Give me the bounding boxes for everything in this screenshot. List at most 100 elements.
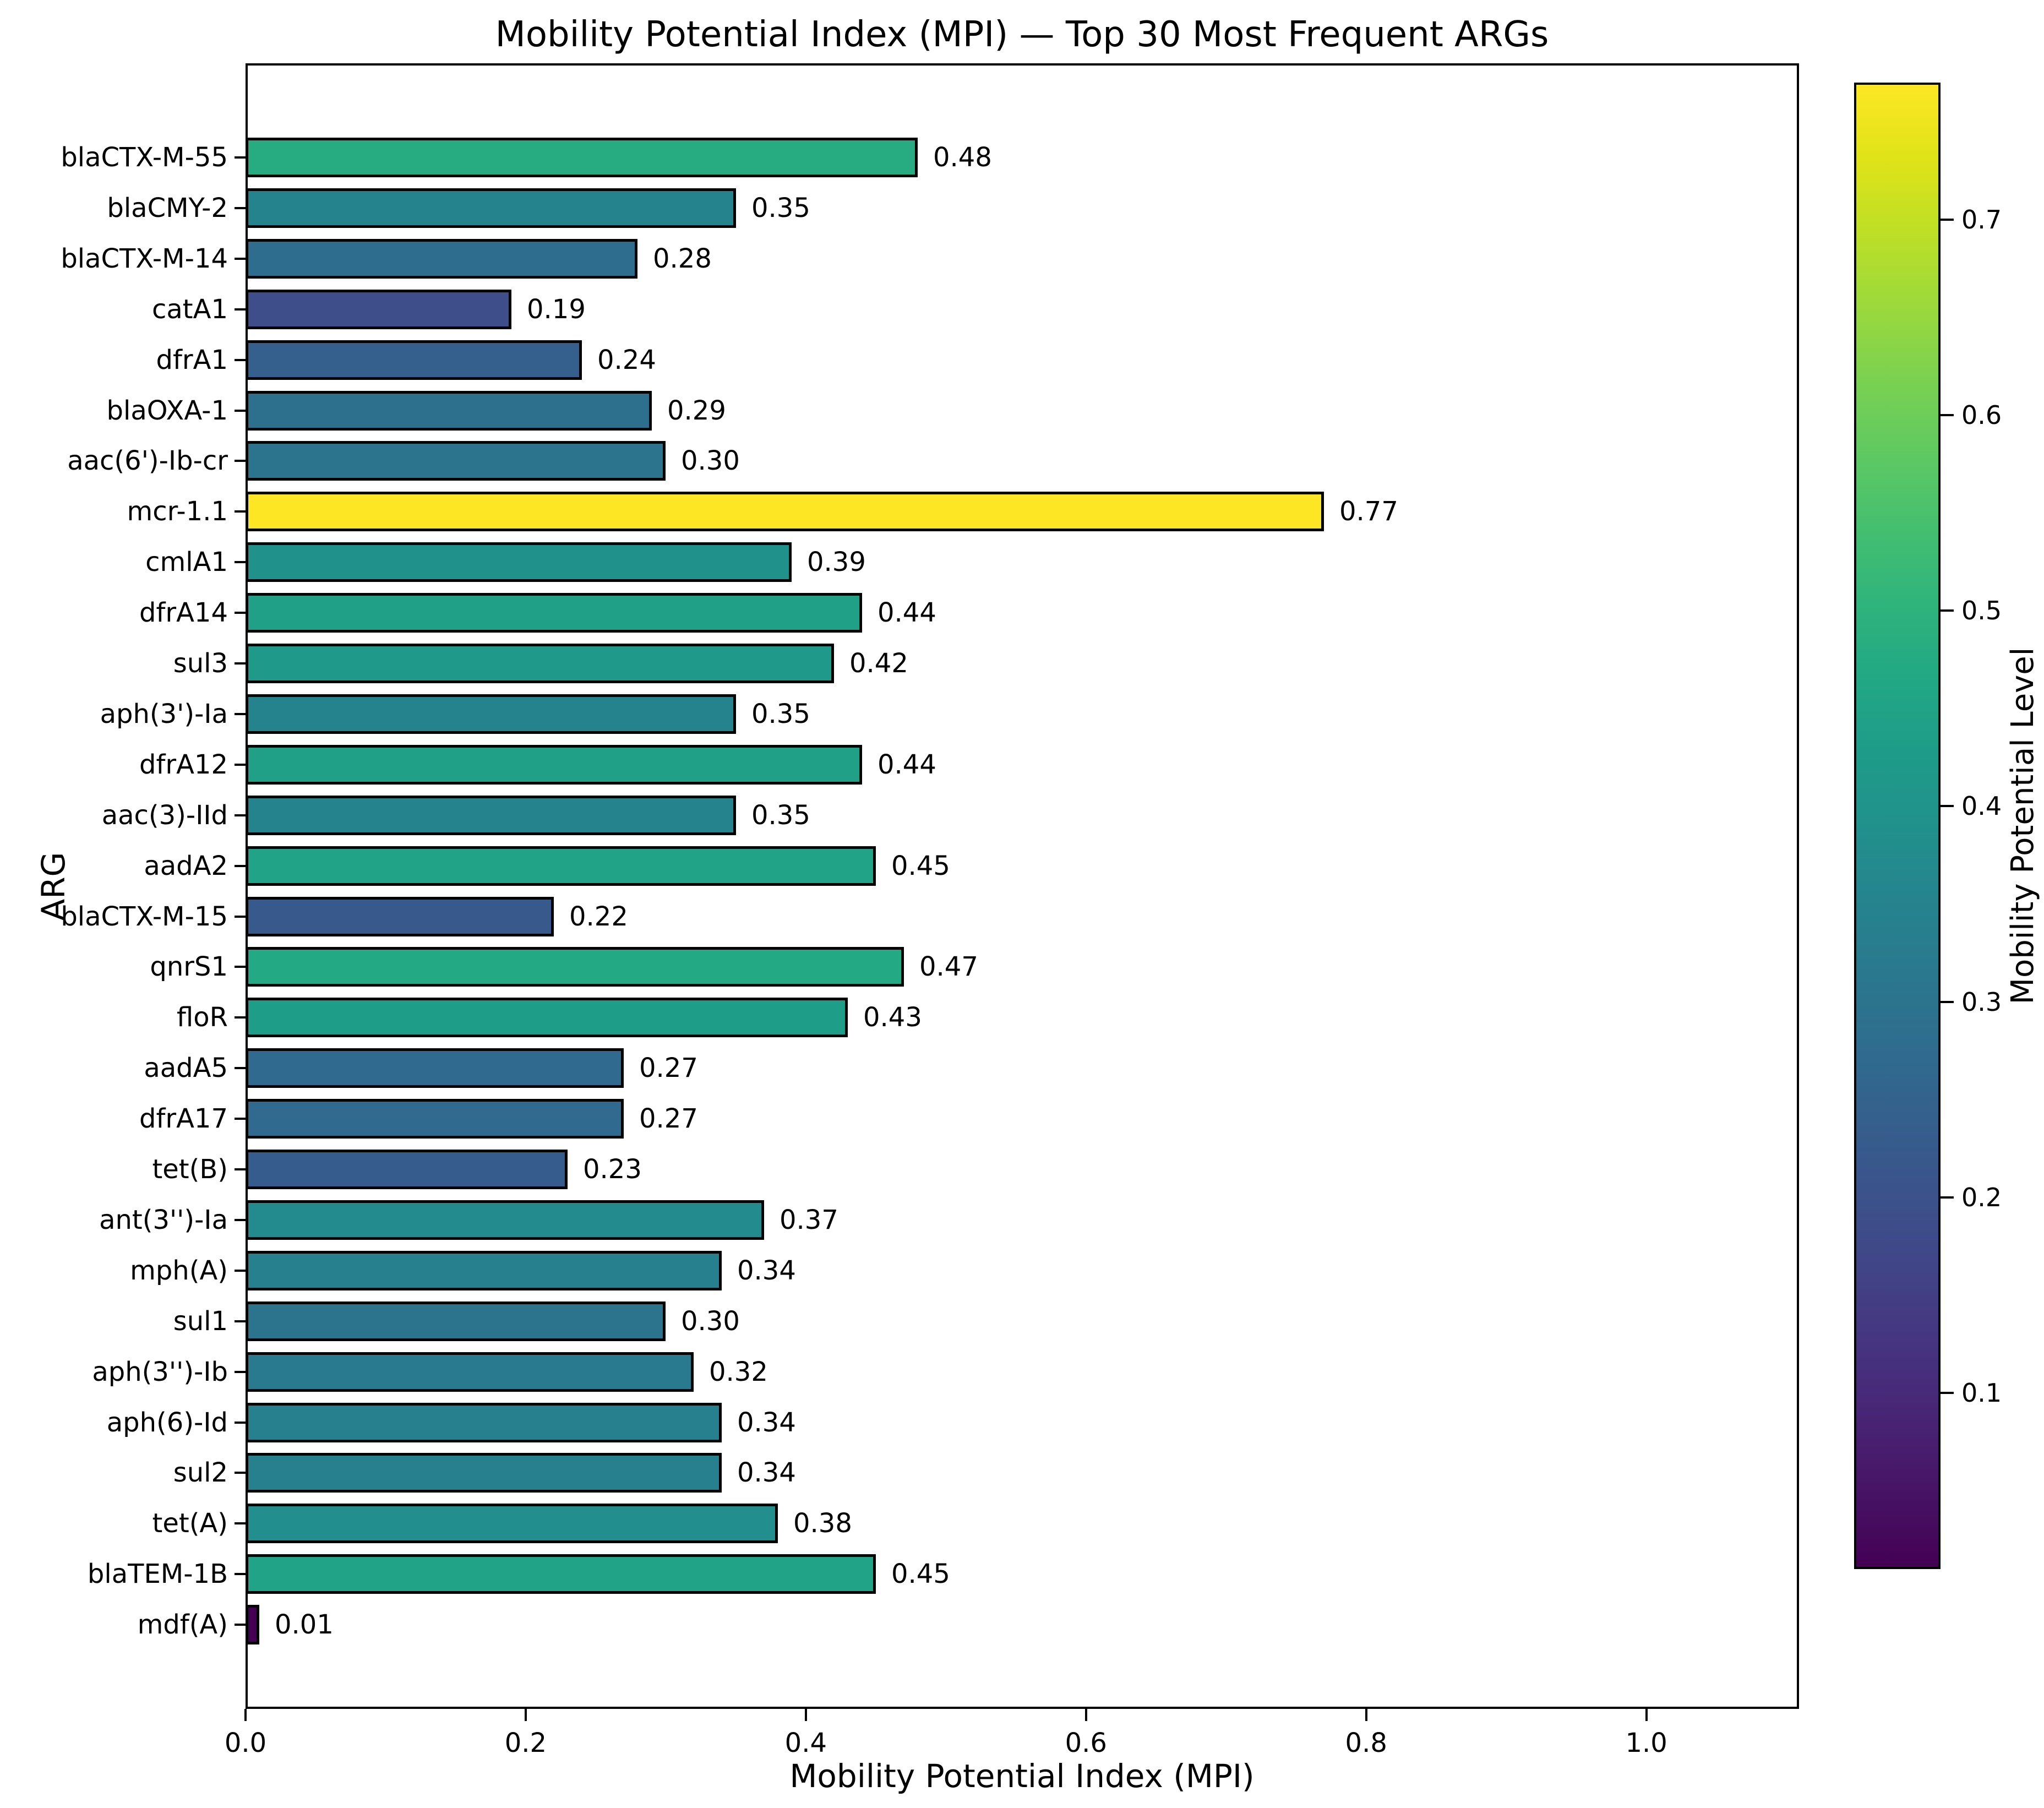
bar-value-label: 0.37 xyxy=(780,1205,838,1235)
bar-value-label: 0.39 xyxy=(807,547,866,578)
y-tick-mark xyxy=(235,510,246,513)
horizontal-bar xyxy=(246,1403,722,1442)
horizontal-bar xyxy=(246,694,736,734)
colorbar-tick-mark xyxy=(1941,218,1954,221)
y-tick-label: sul1 xyxy=(173,1306,228,1337)
y-tick-label: floR xyxy=(177,1002,228,1033)
horizontal-bar xyxy=(246,947,904,987)
y-tick-label: mdf(A) xyxy=(137,1609,228,1640)
y-tick-mark xyxy=(235,1016,246,1019)
colorbar-label: Mobility Potential Level xyxy=(2005,647,2041,1005)
horizontal-bar xyxy=(246,1301,666,1341)
colorbar-gradient xyxy=(1854,83,1941,1569)
bar-value-label: 0.27 xyxy=(639,1053,698,1083)
y-tick-mark xyxy=(235,1067,246,1069)
y-tick-label: blaCTX-M-15 xyxy=(61,901,228,932)
y-tick-label: aadA5 xyxy=(144,1053,228,1083)
y-tick-mark xyxy=(235,1573,246,1575)
horizontal-bar xyxy=(246,1605,259,1644)
y-tick-mark xyxy=(235,1472,246,1474)
horizontal-bar xyxy=(246,542,792,582)
horizontal-bar xyxy=(246,441,666,481)
y-tick-label: blaCTX-M-14 xyxy=(61,243,228,274)
y-tick-label: aph(3'')-Ib xyxy=(92,1357,228,1387)
horizontal-bar xyxy=(246,290,511,329)
bar-value-label: 0.28 xyxy=(653,243,712,274)
y-tick-label: qnrS1 xyxy=(150,951,228,982)
y-tick-mark xyxy=(235,764,246,766)
x-tick-label: 0.8 xyxy=(1345,1728,1387,1758)
bar-value-label: 0.45 xyxy=(891,851,950,881)
y-tick-mark xyxy=(235,1624,246,1626)
bar-value-label: 0.30 xyxy=(681,445,740,476)
x-tick-mark xyxy=(1084,1709,1087,1721)
y-tick-label: catA1 xyxy=(152,294,228,325)
y-tick-mark xyxy=(235,1522,246,1524)
horizontal-bar xyxy=(246,745,862,785)
y-tick-label: aadA2 xyxy=(144,851,228,881)
colorbar-tick-label: 0.3 xyxy=(1961,987,2002,1017)
y-tick-label: tet(B) xyxy=(152,1154,228,1185)
horizontal-bar xyxy=(246,998,848,1037)
y-tick-label: cmlA1 xyxy=(145,547,228,578)
colorbar-tick-label: 0.7 xyxy=(1961,204,2002,235)
horizontal-bar xyxy=(246,644,834,683)
bar-value-label: 0.42 xyxy=(849,648,908,679)
bar-value-label: 0.32 xyxy=(709,1357,768,1387)
y-tick-mark xyxy=(235,865,246,867)
bar-value-label: 0.34 xyxy=(737,1457,796,1488)
horizontal-bar xyxy=(246,1099,624,1139)
y-tick-label: sul3 xyxy=(173,648,228,679)
bar-value-label: 0.77 xyxy=(1339,496,1398,527)
x-tick-mark xyxy=(1645,1709,1648,1721)
y-tick-label: dfrA17 xyxy=(139,1103,228,1134)
bar-value-label: 0.29 xyxy=(667,395,726,426)
y-tick-label: tet(A) xyxy=(152,1508,228,1539)
bar-value-label: 0.27 xyxy=(639,1103,698,1134)
colorbar-tick-mark xyxy=(1941,805,1954,808)
y-tick-mark xyxy=(235,258,246,260)
y-tick-label: mcr-1.1 xyxy=(127,496,228,527)
y-tick-label: dfrA1 xyxy=(156,345,228,375)
colorbar-tick-label: 0.4 xyxy=(1961,791,2002,821)
y-tick-mark xyxy=(235,966,246,968)
x-tick-label: 0.4 xyxy=(784,1728,827,1758)
bar-value-label: 0.44 xyxy=(877,749,936,780)
horizontal-bar xyxy=(246,1453,722,1493)
x-tick-label: 0.6 xyxy=(1065,1728,1107,1758)
bar-value-label: 0.01 xyxy=(275,1609,334,1640)
horizontal-bar xyxy=(246,138,918,177)
y-tick-label: ant(3'')-Ia xyxy=(99,1205,228,1235)
bar-value-label: 0.34 xyxy=(737,1407,796,1438)
y-tick-label: dfrA14 xyxy=(139,597,228,628)
y-tick-mark xyxy=(235,916,246,918)
x-tick-mark xyxy=(524,1709,527,1721)
y-tick-mark xyxy=(235,713,246,715)
y-tick-mark xyxy=(235,460,246,462)
y-tick-label: aac(3)-IId xyxy=(101,800,228,831)
x-axis-label: Mobility Potential Index (MPI) xyxy=(789,1757,1255,1795)
bar-value-label: 0.38 xyxy=(793,1508,852,1539)
horizontal-bar xyxy=(246,1352,694,1392)
horizontal-bar xyxy=(246,239,637,279)
y-tick-mark xyxy=(235,1118,246,1120)
horizontal-bar xyxy=(246,1251,722,1290)
x-tick-label: 1.0 xyxy=(1625,1728,1667,1758)
x-tick-mark xyxy=(804,1709,807,1721)
horizontal-bar xyxy=(246,796,736,835)
y-tick-label: mph(A) xyxy=(130,1255,228,1286)
bar-value-label: 0.23 xyxy=(583,1154,642,1185)
colorbar-tick-mark xyxy=(1941,1000,1954,1003)
y-tick-mark xyxy=(235,1168,246,1170)
bar-value-label: 0.35 xyxy=(751,800,810,831)
bar-value-label: 0.45 xyxy=(891,1559,950,1589)
y-tick-label: dfrA12 xyxy=(139,749,228,780)
y-tick-mark xyxy=(235,1422,246,1424)
colorbar-tick-mark xyxy=(1941,609,1954,612)
y-tick-mark xyxy=(235,410,246,412)
horizontal-bar xyxy=(246,492,1324,531)
y-tick-mark xyxy=(235,814,246,816)
chart-title: Mobility Potential Index (MPI) — Top 30 … xyxy=(495,14,1549,55)
horizontal-bar xyxy=(246,593,862,633)
